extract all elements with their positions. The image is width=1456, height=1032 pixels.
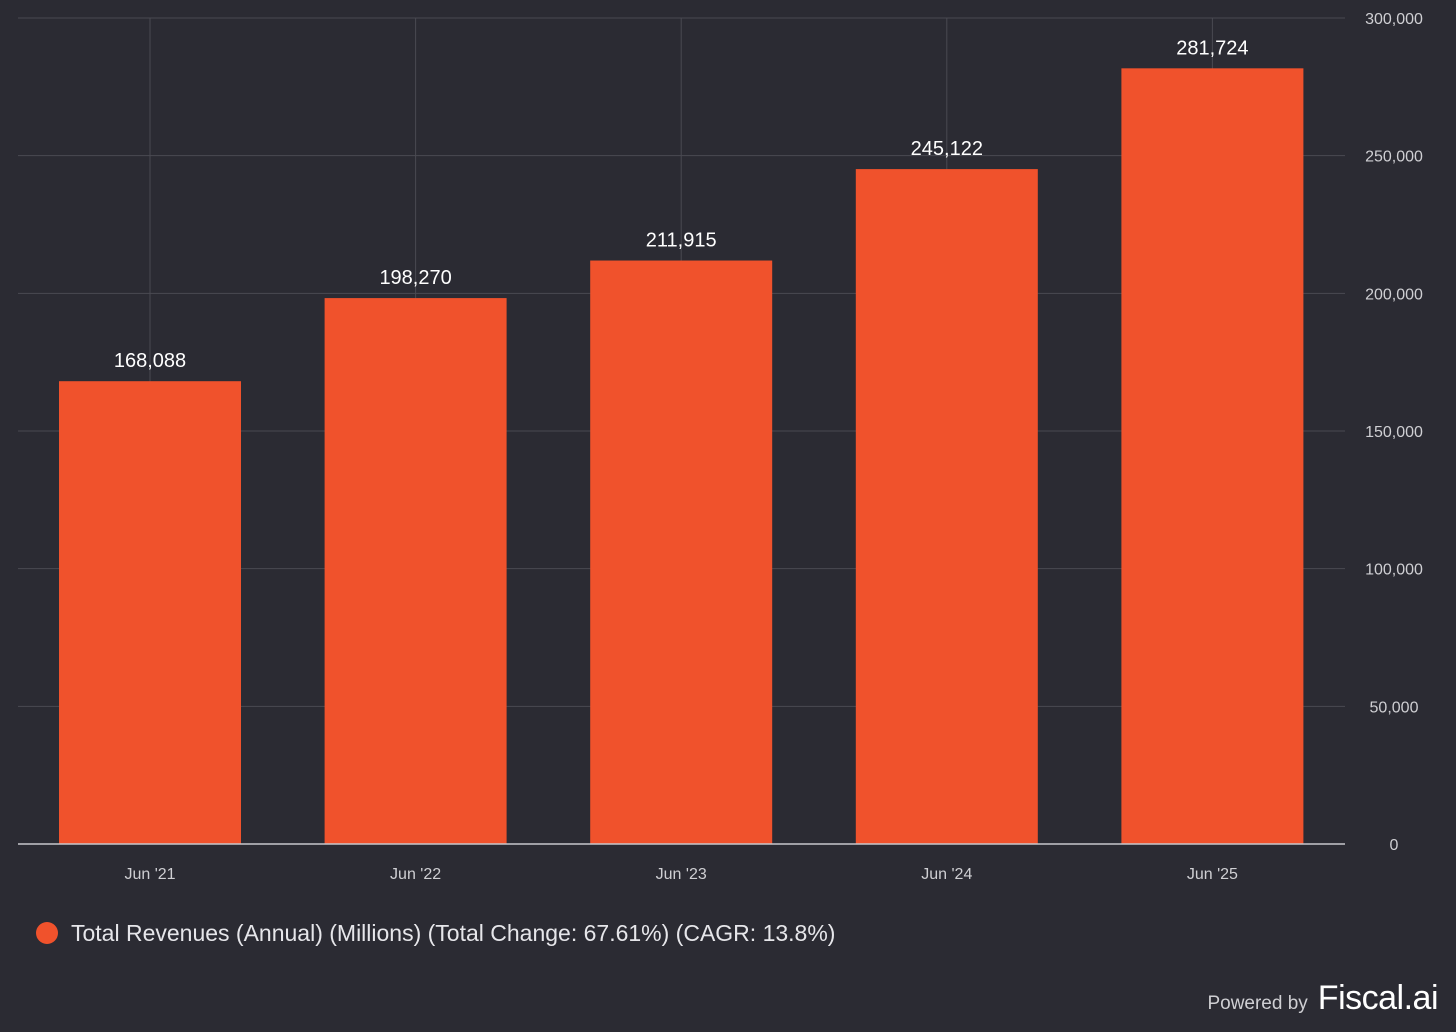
brand-logo: Fiscal.ai	[1317, 979, 1439, 1017]
bar-value-label: 168,088	[114, 350, 186, 372]
legend[interactable]: Total Revenues (Annual) (Millions) (Tota…	[36, 918, 835, 948]
y-tick-label: 250,000	[1365, 149, 1423, 166]
bar[interactable]	[1121, 68, 1304, 844]
value-labels: 168,088 198,270 211,915 245,122 281,724	[114, 37, 1249, 372]
bar-value-label: 198,270	[379, 267, 451, 289]
legend-dot-icon	[36, 922, 58, 944]
y-tick-label: 100,000	[1365, 562, 1423, 579]
x-tick-label: Jun '23	[656, 866, 707, 883]
y-tick-label: 300,000	[1365, 11, 1423, 28]
bar-value-label: 211,915	[646, 230, 717, 252]
legend-label: Total Revenues (Annual) (Millions) (Tota…	[71, 919, 836, 946]
bar[interactable]	[590, 260, 773, 845]
y-tick-label: 200,000	[1365, 286, 1423, 303]
y-tick-label: 0	[1390, 837, 1399, 854]
powered-by-branding[interactable]: Powered by Fiscal.ai	[1207, 979, 1438, 1018]
x-tick-label: Jun '24	[921, 866, 972, 883]
y-tick-label: 50,000	[1370, 699, 1419, 716]
x-tick-label: Jun '21	[124, 866, 175, 883]
bar[interactable]	[855, 169, 1038, 845]
powered-by-text: Powered by	[1207, 993, 1308, 1014]
bar[interactable]	[324, 298, 507, 845]
bars	[59, 68, 1304, 845]
x-tick-label: Jun '22	[390, 866, 441, 883]
bar[interactable]	[59, 381, 241, 844]
y-tick-label: 150,000	[1365, 424, 1423, 441]
bar-value-label: 245,122	[911, 138, 983, 160]
bar-value-label: 281,724	[1176, 37, 1248, 59]
axes: 0 50,000 100,000 150,000 200,000 250,000 300,0…	[18, 11, 1423, 883]
x-tick-label: Jun '25	[1187, 866, 1238, 883]
